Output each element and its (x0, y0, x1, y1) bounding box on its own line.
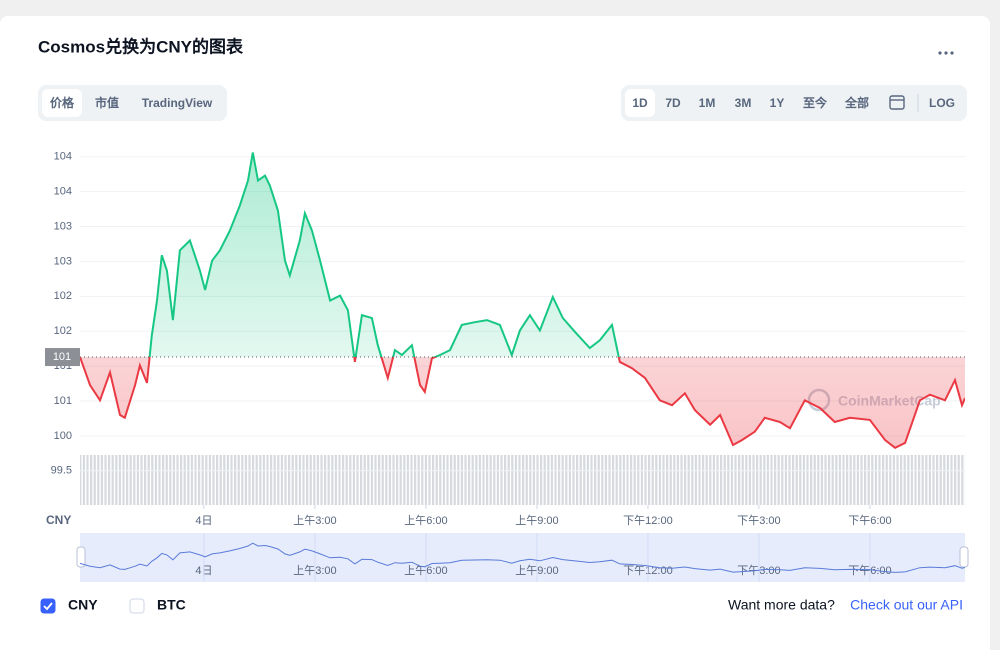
y-unit: CNY (46, 513, 71, 527)
toggle-label: BTC (157, 597, 186, 613)
checkbox (40, 598, 56, 614)
x-tick-label: 上午9:00 (515, 514, 558, 527)
api-prompt: Want more data? (728, 597, 835, 613)
range-button[interactable]: 全部 (844, 95, 869, 110)
range-label: 1M (699, 96, 716, 110)
price-line-down (80, 357, 965, 449)
tab-active-bg (42, 89, 82, 117)
range-label: 至今 (803, 95, 828, 110)
range-button[interactable]: 至今 (803, 95, 828, 110)
range-button[interactable]: 1D (625, 89, 655, 117)
y-tick-label: 104 (54, 186, 72, 198)
toggle[interactable]: CNY (40, 597, 98, 614)
chart-title: Cosmos兑换为CNY的图表 (38, 36, 244, 56)
baseline-label: 101 (53, 351, 71, 363)
tab-label: TradingView (142, 96, 213, 110)
checkmark (43, 602, 53, 611)
navigator[interactable] (80, 533, 965, 582)
y-tick-label: 101 (54, 395, 72, 407)
range-button[interactable]: 7D (665, 96, 681, 110)
area-up (80, 152, 619, 358)
y-tick-label: 100 (54, 430, 72, 442)
y-tick-label: 104 (54, 151, 72, 163)
range-label: 1D (632, 96, 648, 110)
volume-bars (80, 455, 965, 505)
x-tick-label: 上午3:00 (293, 514, 336, 527)
tab[interactable]: 价格 (42, 89, 82, 117)
range-active-bg (625, 89, 655, 117)
calendar-button[interactable] (889, 95, 905, 110)
x-tick-label: 下午12:00 (623, 514, 673, 527)
range-label: 全部 (844, 95, 869, 110)
toggle[interactable]: BTC (129, 597, 186, 614)
y-tick-label: 102 (54, 325, 72, 337)
y-tick-label: 103 (54, 220, 72, 232)
price-line-up (80, 152, 620, 358)
tab[interactable]: 市值 (95, 95, 119, 110)
range-button[interactable]: 1Y (770, 96, 785, 110)
x-tick-label: 下午3:00 (737, 514, 780, 527)
x-tick-label: 4日 (195, 515, 212, 527)
y-tick-label: 99.5 (51, 465, 72, 477)
navigator-handle[interactable] (959, 546, 969, 568)
range-label: 1Y (770, 96, 785, 110)
tab-label: 价格 (50, 95, 75, 110)
range-label: 7D (665, 96, 681, 110)
tab-group (38, 85, 227, 121)
x-tick-label: 上午6:00 (404, 514, 447, 527)
range-button[interactable]: 3M (735, 96, 752, 110)
navigator-handle[interactable] (76, 546, 86, 568)
range-group (621, 85, 967, 121)
range-label: 3M (735, 96, 752, 110)
api-link[interactable]: Check out our API (850, 597, 963, 613)
range-button[interactable]: 1M (699, 96, 716, 110)
x-tick-label: 下午6:00 (848, 514, 891, 527)
area-down (80, 357, 965, 448)
baseline-tag (45, 348, 80, 367)
tab-label: 市值 (95, 95, 119, 110)
y-tick-label: 103 (54, 255, 72, 267)
more-menu[interactable] (938, 51, 954, 55)
toggle-label: CNY (68, 597, 98, 613)
tab[interactable]: TradingView (142, 96, 213, 110)
navigator-line (79, 542, 966, 573)
log-button[interactable]: LOG (929, 96, 955, 110)
checkbox (129, 598, 145, 614)
y-tick-label: 102 (54, 290, 72, 302)
